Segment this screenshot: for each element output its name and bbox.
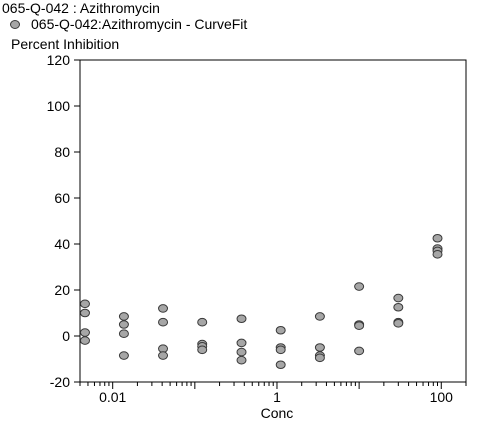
data-point	[393, 293, 404, 303]
data-point	[354, 321, 365, 330]
data-point	[79, 328, 90, 337]
y-tick-label: 40	[54, 236, 70, 252]
data-point	[197, 317, 208, 327]
data-point	[393, 319, 404, 328]
x-tick-label: 100	[430, 389, 454, 405]
data-point	[393, 302, 404, 312]
data-point	[79, 336, 90, 345]
data-point	[314, 353, 325, 363]
data-point	[275, 325, 286, 335]
data-point	[118, 320, 129, 329]
data-point	[354, 346, 365, 356]
y-axis-label: Percent Inhibition	[11, 36, 120, 52]
data-point	[275, 345, 286, 355]
data-point	[79, 308, 90, 318]
data-point	[118, 351, 129, 360]
data-point	[236, 347, 247, 357]
data-point	[275, 360, 286, 370]
data-point	[354, 282, 365, 291]
data-point	[158, 317, 169, 327]
data-point	[432, 233, 443, 243]
y-tick-label: 0	[62, 328, 70, 344]
data-point	[197, 345, 208, 355]
data-point	[314, 343, 325, 352]
x-axis-label: Conc	[261, 405, 294, 421]
data-point	[79, 299, 90, 309]
data-point	[314, 312, 325, 321]
y-tick-label: 100	[47, 98, 71, 114]
legend: 065-Q-042:Azithromycin - CurveFit	[10, 16, 247, 32]
legend-marker-icon	[10, 19, 20, 29]
y-tick-label: 120	[47, 52, 71, 68]
data-points	[79, 233, 443, 370]
x-axis: 0.01 1 100	[79, 382, 467, 405]
y-tick-label: 80	[54, 144, 70, 160]
data-point	[118, 329, 129, 339]
legend-label: 065-Q-042:Azithromycin - CurveFit	[31, 16, 248, 32]
chart-title: 065-Q-042 : Azithromycin	[2, 0, 160, 16]
data-point	[158, 304, 169, 313]
data-point	[236, 355, 247, 365]
x-tick-label: 0.01	[99, 389, 126, 405]
data-point	[158, 351, 169, 360]
plot-area	[79, 59, 467, 383]
y-axis: -20 0 20 40 60 80 100 120	[47, 52, 80, 390]
data-point	[236, 338, 247, 348]
data-point	[236, 314, 247, 324]
y-tick-label: -20	[50, 374, 70, 390]
x-tick-label: 1	[273, 389, 281, 405]
data-point	[118, 312, 129, 321]
y-tick-label: 20	[54, 282, 70, 298]
data-point	[432, 250, 443, 259]
y-tick-label: 60	[54, 190, 70, 206]
